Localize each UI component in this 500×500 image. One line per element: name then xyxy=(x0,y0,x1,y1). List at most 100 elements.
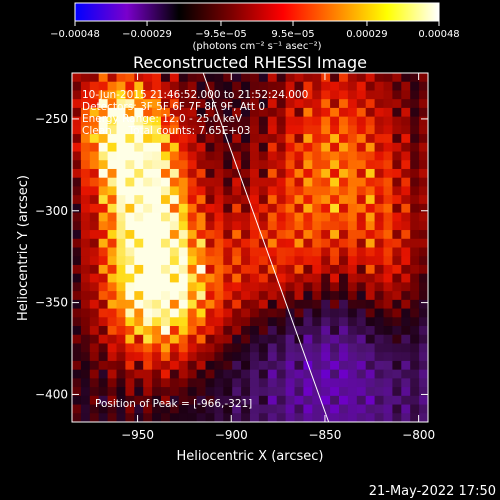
heatmap-cell xyxy=(196,90,207,100)
heatmap-cell xyxy=(321,378,331,388)
heatmap-cell xyxy=(98,299,109,310)
heatmap-cell xyxy=(392,238,402,249)
heatmap-cell xyxy=(152,352,162,362)
heatmap-cell xyxy=(294,186,304,196)
heatmap-cell xyxy=(419,360,428,371)
heatmap-cell xyxy=(169,168,180,179)
heatmap-cell xyxy=(294,238,304,249)
heatmap-cell xyxy=(347,387,358,397)
heatmap-cell xyxy=(303,142,313,153)
heatmap-cell xyxy=(258,99,269,109)
heatmap-cell xyxy=(72,203,82,214)
heatmap-cell xyxy=(356,230,367,240)
heatmap-cell xyxy=(116,142,126,153)
heatmap-cell xyxy=(72,107,82,118)
heatmap-cell xyxy=(401,81,411,92)
heatmap-cell xyxy=(205,273,215,283)
heatmap-cell xyxy=(80,404,91,414)
heatmap-cell xyxy=(232,90,242,100)
heatmap-cell xyxy=(98,256,109,266)
heatmap-cell xyxy=(89,273,100,283)
heatmap-cell xyxy=(107,369,118,379)
heatmap-cell xyxy=(321,404,331,414)
heatmap-cell xyxy=(330,282,340,292)
heatmap-cell xyxy=(89,116,100,126)
heatmap-cell xyxy=(125,413,135,422)
heatmap-cell xyxy=(276,230,287,240)
heatmap-cell xyxy=(410,299,420,310)
heatmap-cell xyxy=(321,90,331,100)
heatmap-cell xyxy=(267,186,278,196)
heatmap-cell xyxy=(303,369,313,379)
heatmap-cell xyxy=(178,230,189,240)
heatmap-cell xyxy=(294,343,304,353)
heatmap-cell xyxy=(339,195,349,205)
heatmap-cell xyxy=(392,291,402,301)
heatmap-cell xyxy=(72,73,82,83)
heatmap-cell xyxy=(330,264,340,275)
heatmap-cell xyxy=(232,378,242,388)
heatmap-cell xyxy=(152,116,162,126)
heatmap-cell xyxy=(356,317,367,327)
heatmap-cell xyxy=(356,116,367,126)
heatmap-cell xyxy=(205,299,215,310)
heatmap-cell xyxy=(365,308,376,318)
heatmap-cell xyxy=(303,343,313,353)
heatmap-cell xyxy=(80,343,91,353)
heatmap-cell xyxy=(330,378,340,388)
heatmap-cell xyxy=(374,404,385,414)
info-line-time: 10-Jun-2015 21:46:52.000 to 21:52:24.000 xyxy=(82,89,308,101)
heatmap-cell xyxy=(250,299,260,310)
heatmap-cell xyxy=(356,395,367,406)
heatmap-cell xyxy=(383,134,393,144)
heatmap-cell xyxy=(241,125,251,135)
heatmap-cell xyxy=(152,317,162,327)
heatmap-cell xyxy=(410,177,420,188)
heatmap-cell xyxy=(214,81,224,92)
heatmap-cell xyxy=(258,151,269,161)
heatmap-cell xyxy=(365,352,376,362)
heatmap-cell xyxy=(214,221,224,231)
heatmap-cell xyxy=(80,116,91,126)
heatmap-cell xyxy=(125,256,135,266)
heatmap-cell xyxy=(152,238,162,249)
heatmap-cell xyxy=(169,221,180,231)
heatmap-cell xyxy=(178,116,189,126)
heatmap-cell xyxy=(196,273,207,283)
heatmap-cell xyxy=(267,352,278,362)
heatmap-cell xyxy=(312,282,322,292)
heatmap-cell xyxy=(241,116,251,126)
heatmap-cell xyxy=(410,203,420,214)
heatmap-cell xyxy=(98,160,109,170)
heatmap-cell xyxy=(187,73,198,83)
heatmap-cell xyxy=(80,151,91,161)
heatmap-cell xyxy=(178,125,189,135)
heatmap-cell xyxy=(89,264,100,275)
heatmap-cell xyxy=(214,107,224,118)
heatmap-cell xyxy=(374,291,385,301)
heatmap-cell xyxy=(276,238,287,249)
heatmap-cell xyxy=(267,238,278,249)
heatmap-cell xyxy=(214,142,224,153)
heatmap-cell xyxy=(223,230,233,240)
heatmap-cell xyxy=(330,90,340,100)
heatmap-cell xyxy=(374,73,385,83)
heatmap-cell xyxy=(401,203,411,214)
heatmap-cell xyxy=(232,238,242,249)
heatmap-cell xyxy=(214,273,224,283)
heatmap-cell xyxy=(178,186,189,196)
heatmap-cell xyxy=(72,116,82,126)
heatmap-cell xyxy=(214,317,224,327)
heatmap-cell xyxy=(392,395,402,406)
heatmap-cell xyxy=(356,221,367,231)
heatmap-cell xyxy=(339,369,349,379)
heatmap-cell xyxy=(312,125,322,135)
heatmap-cell xyxy=(339,308,349,318)
heatmap-cell xyxy=(72,256,82,266)
heatmap-cell xyxy=(187,247,198,257)
heatmap-cell xyxy=(276,404,287,414)
heatmap-cell xyxy=(89,282,100,292)
heatmap-cell xyxy=(134,151,144,161)
heatmap-cell xyxy=(356,352,367,362)
heatmap-cell xyxy=(205,168,215,179)
